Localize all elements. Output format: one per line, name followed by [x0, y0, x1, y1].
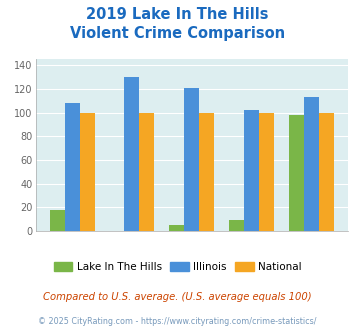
Legend: Lake In The Hills, Illinois, National: Lake In The Hills, Illinois, National	[49, 258, 306, 276]
Bar	[169, 225, 184, 231]
Text: Compared to U.S. average. (U.S. average equals 100): Compared to U.S. average. (U.S. average …	[43, 292, 312, 302]
Bar	[199, 113, 214, 231]
Text: 2019 Lake In The Hills: 2019 Lake In The Hills	[86, 7, 269, 22]
Bar	[319, 113, 334, 231]
Text: © 2025 CityRating.com - https://www.cityrating.com/crime-statistics/: © 2025 CityRating.com - https://www.city…	[38, 317, 317, 326]
Bar	[184, 88, 199, 231]
Bar	[289, 115, 304, 231]
Bar	[229, 220, 244, 231]
Bar	[259, 113, 274, 231]
Bar	[80, 113, 94, 231]
Bar	[125, 77, 140, 231]
Bar	[304, 97, 319, 231]
Bar	[244, 110, 259, 231]
Text: Violent Crime Comparison: Violent Crime Comparison	[70, 26, 285, 41]
Bar	[65, 103, 80, 231]
Bar	[50, 210, 65, 231]
Bar	[140, 113, 154, 231]
